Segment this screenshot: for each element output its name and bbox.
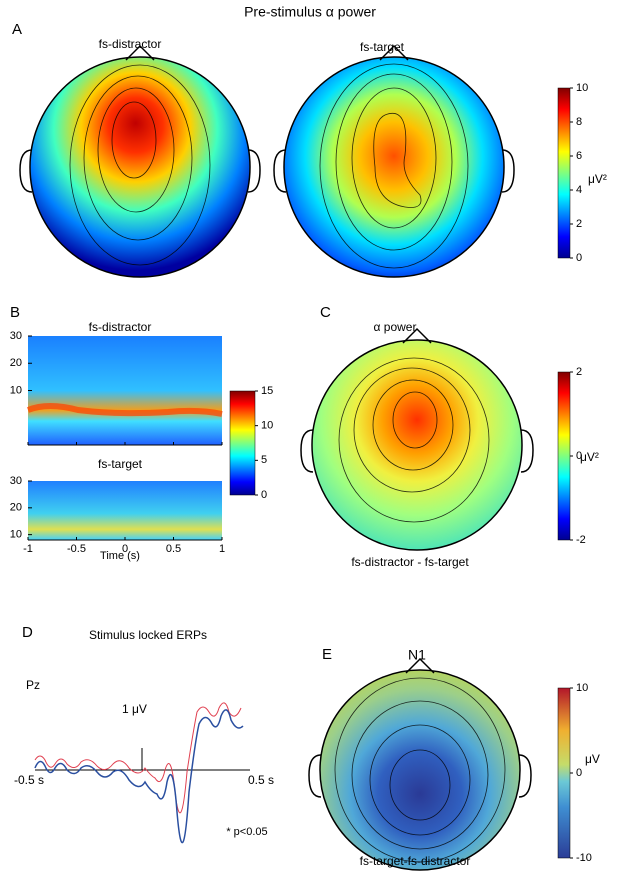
colorbar-tick-label: 0	[576, 767, 582, 779]
y-tick-label: 20	[10, 502, 22, 514]
colorbar-tick-label: 0	[576, 252, 582, 264]
x-tick-label: 0	[122, 543, 128, 555]
x-end-label: 0.5 s	[248, 773, 274, 787]
erp-trace	[34, 709, 244, 844]
y-tick-label: 30	[10, 330, 22, 342]
topoplot	[19, 44, 261, 278]
scale-label: 1 μV	[122, 702, 147, 716]
figure-title: Pre-stimulus α power	[244, 4, 376, 20]
map-title: α power	[374, 320, 417, 334]
x-tick-label: 1	[219, 543, 225, 555]
channel-label: Pz	[26, 678, 40, 692]
y-tick-label: 10	[10, 384, 22, 396]
map-caption: fs-distractor - fs-target	[351, 555, 469, 569]
panel-letter: A	[12, 21, 22, 38]
colorbar-tick-label: 2	[576, 218, 582, 230]
colorbar	[557, 371, 571, 541]
map-title: fs-target	[98, 457, 143, 471]
panel-letter: E	[322, 646, 332, 663]
x-start-label: -0.5 s	[14, 773, 44, 787]
tf-band	[26, 403, 223, 417]
panel-letter: B	[10, 304, 20, 321]
topoplot	[273, 44, 515, 278]
colorbar	[229, 390, 256, 496]
colorbar-tick-label: 10	[261, 420, 273, 432]
colorbar-tick-label: -10	[576, 852, 592, 864]
y-tick-label: 20	[10, 357, 22, 369]
map-title: fs-distractor	[89, 320, 152, 334]
colorbar-tick-label: 8	[576, 116, 582, 128]
colorbar	[557, 687, 571, 859]
colorbar-tick-label: 2	[576, 366, 582, 378]
topoplot	[308, 657, 532, 871]
map-title: fs-distractor	[99, 37, 162, 51]
colorbar-tick-label: 0	[576, 450, 582, 462]
panel-title: Stimulus locked ERPs	[89, 628, 207, 642]
colorbar-tick-label: 4	[576, 184, 582, 196]
colorbar-tick-label: 10	[576, 682, 588, 694]
y-tick-label: 10	[10, 529, 22, 541]
colorbar-tick-label: 6	[576, 150, 582, 162]
x-axis-label: Time (s)	[100, 550, 140, 562]
colorbar-tick-label: 15	[261, 385, 273, 397]
x-tick-label: -1	[23, 543, 33, 555]
tf-map	[28, 336, 222, 445]
map-caption: fs-target-fs-distractor	[360, 854, 471, 868]
colorbar-unit: μV	[585, 752, 600, 766]
tf-map	[28, 481, 222, 540]
map-title: N1	[408, 647, 426, 663]
erp-trace	[34, 702, 242, 814]
significance-note: * p<0.05	[226, 826, 267, 838]
panel-letter: C	[320, 304, 331, 321]
colorbar-tick-label: 0	[261, 489, 267, 501]
panel-letter: D	[22, 624, 33, 641]
colorbar-unit: μV²	[588, 172, 607, 186]
x-tick-label: 0.5	[166, 543, 181, 555]
colorbar-tick-label: 10	[576, 82, 588, 94]
colorbar	[557, 87, 571, 259]
y-tick-label: 30	[10, 475, 22, 487]
x-tick-label: -0.5	[67, 543, 86, 555]
colorbar-unit: μV²	[580, 450, 599, 464]
map-title: fs-target	[360, 40, 405, 54]
topoplot	[300, 327, 534, 551]
colorbar-tick-label: -2	[576, 534, 586, 546]
colorbar-tick-label: 5	[261, 454, 267, 466]
